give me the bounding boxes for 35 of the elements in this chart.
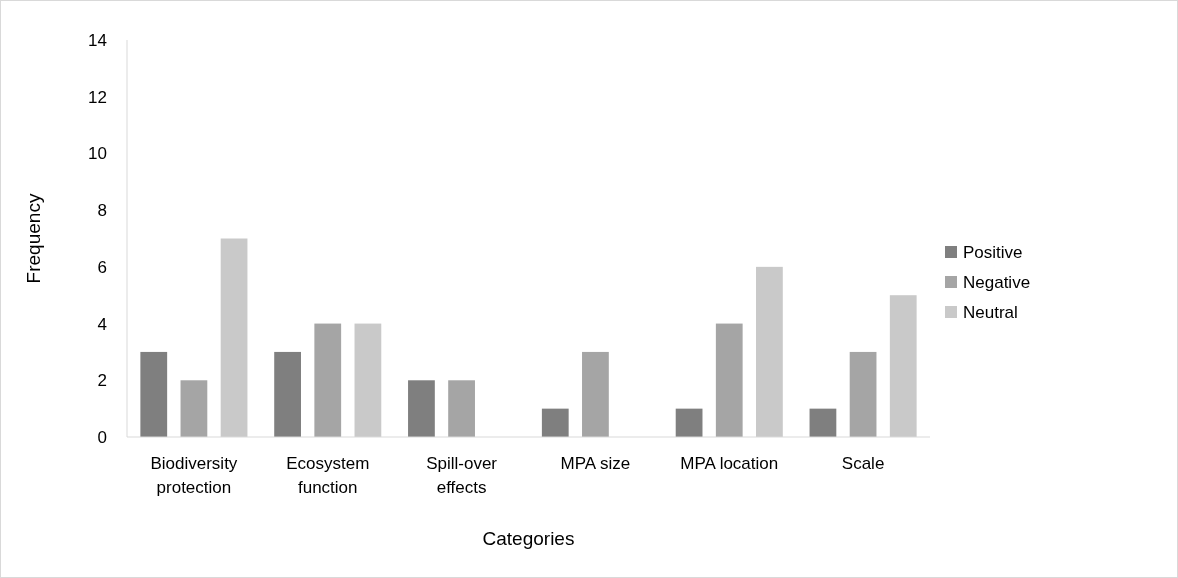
x-tick-label: Ecosystem function (286, 454, 370, 497)
y-tick-label: 0 (97, 427, 107, 447)
x-tick-label: Biodiversity protection (150, 454, 238, 497)
bar (408, 380, 435, 437)
bar (354, 323, 382, 437)
bar (314, 323, 342, 437)
y-tick-label: 6 (97, 257, 107, 277)
bar (274, 351, 301, 437)
bar (715, 323, 743, 437)
x-axis-title: Categories (482, 528, 575, 549)
x-tick-label: MPA location (680, 454, 779, 473)
y-tick-label: 10 (88, 144, 107, 164)
x-tick-label: Scale (841, 454, 885, 473)
bar (582, 351, 609, 437)
bar (220, 238, 248, 437)
bar (448, 380, 475, 437)
y-tick-label: 12 (88, 87, 107, 107)
bar (809, 408, 837, 437)
y-tick-label: 4 (97, 314, 107, 334)
legend-label: Negative (963, 272, 1031, 292)
bar (675, 408, 703, 437)
bar (889, 295, 917, 437)
bar (140, 351, 168, 437)
y-tick-label: 2 (97, 371, 107, 391)
x-tick-label: Spill-over effects (426, 454, 498, 497)
y-tick-label: 14 (88, 30, 107, 50)
bar (180, 380, 208, 437)
legend-label: Positive (963, 242, 1023, 262)
legend-label: Neutral (963, 302, 1018, 322)
x-tick-label: MPA size (560, 454, 631, 473)
bar (541, 408, 569, 437)
bar (849, 351, 877, 437)
y-tick-label: 8 (97, 201, 107, 221)
y-axis-title: Frequency (23, 193, 44, 284)
bar (756, 266, 783, 437)
